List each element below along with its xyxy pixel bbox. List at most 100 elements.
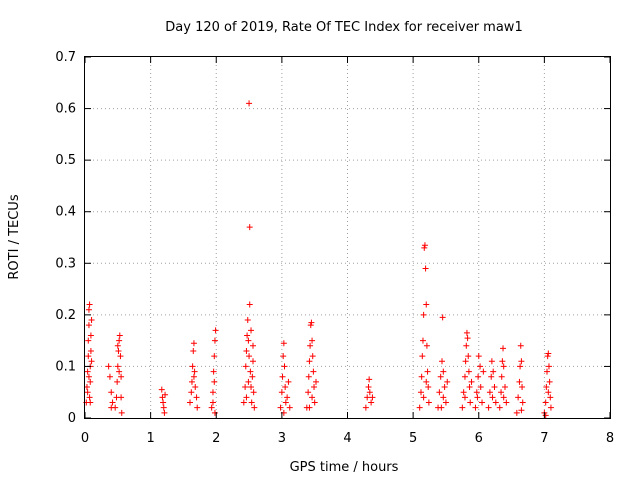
data-point <box>369 394 376 401</box>
data-point <box>423 342 430 349</box>
data-point <box>308 319 315 326</box>
data-point <box>466 384 473 391</box>
data-point <box>440 368 447 375</box>
data-point <box>544 368 550 375</box>
data-point <box>459 404 466 411</box>
data-point <box>112 404 119 411</box>
data-point <box>419 353 426 360</box>
data-point <box>117 353 124 360</box>
x-tick-labels: 0 1 2 3 4 5 6 7 8 <box>81 431 614 446</box>
data-point <box>162 391 169 398</box>
x-tick-label: 5 <box>409 431 417 446</box>
data-point <box>118 409 125 416</box>
y-tick-label: 0.2 <box>55 308 76 323</box>
data-point <box>193 394 200 401</box>
data-point <box>286 404 293 411</box>
data-point <box>278 389 285 396</box>
data-point <box>437 373 444 380</box>
data-point <box>85 373 92 380</box>
data-point <box>244 332 251 339</box>
data-point <box>542 412 549 419</box>
data-point <box>245 337 252 344</box>
data-point <box>362 404 369 411</box>
data-point <box>545 389 552 396</box>
data-point <box>420 311 427 318</box>
data-point <box>309 337 316 344</box>
data-point <box>419 337 426 344</box>
data-point <box>85 337 92 344</box>
data-point <box>547 394 554 401</box>
data-point <box>190 347 197 354</box>
data-point <box>161 409 168 416</box>
data-point <box>114 363 121 370</box>
data-point <box>418 373 425 380</box>
data-point <box>159 394 166 401</box>
data-point <box>518 358 525 365</box>
data-point <box>444 378 451 385</box>
data-point <box>542 399 549 406</box>
plot-frame <box>84 56 611 419</box>
data-point <box>502 384 508 391</box>
data-point <box>463 342 470 349</box>
y-tick-label: 0.7 <box>55 50 76 65</box>
data-point <box>250 389 257 396</box>
data-point <box>194 404 201 411</box>
data-point <box>515 394 522 401</box>
data-point <box>245 378 252 385</box>
data-point <box>498 389 505 396</box>
data-point <box>243 394 250 401</box>
data-point <box>211 409 218 416</box>
data-point <box>305 373 312 380</box>
data-point <box>158 386 165 393</box>
data-point <box>187 399 193 406</box>
data-point <box>211 337 218 344</box>
y-tick-label: 0.6 <box>55 102 76 117</box>
data-point <box>208 404 215 411</box>
data-point <box>496 404 503 411</box>
data-point <box>88 317 95 324</box>
data-point <box>500 394 507 401</box>
data-point <box>306 358 313 365</box>
x-axis-label: GPS time / hours <box>290 460 399 475</box>
y-tick-labels: 0 0.1 0.2 0.3 0.4 0.5 0.6 0.7 <box>55 50 76 426</box>
data-point <box>517 342 524 349</box>
data-point <box>190 340 197 347</box>
data-point <box>114 378 121 385</box>
data-point <box>436 389 443 396</box>
data-point <box>461 373 468 380</box>
data-point <box>281 363 288 370</box>
data-point <box>105 363 112 370</box>
data-point <box>243 347 250 354</box>
data-point <box>474 394 481 401</box>
data-point <box>489 394 496 401</box>
data-point <box>425 399 432 406</box>
data-point <box>285 378 292 385</box>
data-point <box>546 378 553 385</box>
data-point <box>309 353 316 360</box>
data-point <box>418 389 424 396</box>
data-point <box>491 384 498 391</box>
data-point <box>488 373 495 380</box>
data-point <box>472 404 479 411</box>
data-point <box>462 358 469 365</box>
data-point <box>248 327 255 334</box>
data-point <box>543 384 550 391</box>
data-point <box>87 399 94 406</box>
grid-lines <box>85 57 610 418</box>
data-point <box>87 347 94 354</box>
data-point <box>425 384 432 391</box>
data-point <box>118 373 125 380</box>
data-point <box>248 384 255 391</box>
data-point <box>477 384 484 391</box>
data-point <box>440 394 447 401</box>
data-point <box>282 399 289 406</box>
data-point <box>475 353 482 360</box>
data-point <box>420 394 427 401</box>
data-point <box>242 363 249 370</box>
data-point <box>492 399 499 406</box>
data-point <box>545 363 552 370</box>
data-point <box>277 404 284 411</box>
y-tick-label: 0.5 <box>55 153 76 168</box>
data-point <box>365 384 372 391</box>
